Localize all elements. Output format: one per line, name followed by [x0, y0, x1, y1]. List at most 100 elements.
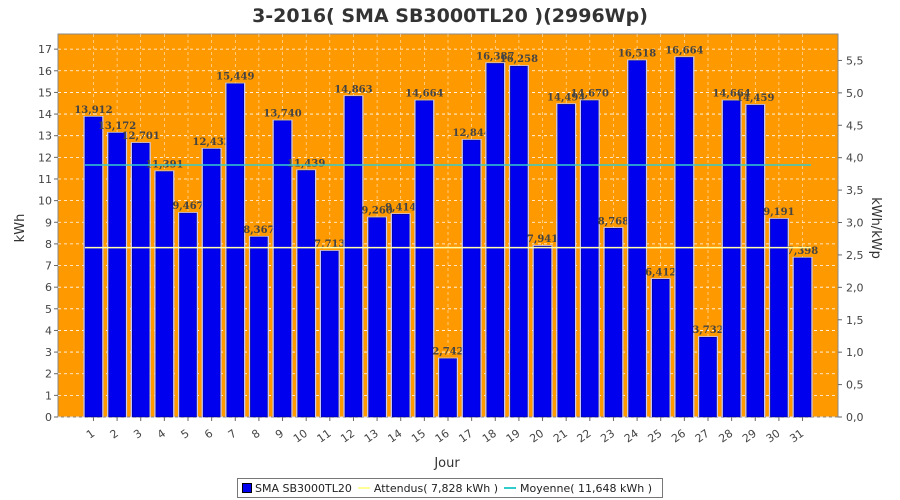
y-axis-label: kWh [13, 214, 28, 243]
x-tick-label: 4 [155, 427, 168, 442]
x-axis-label: Jour [433, 456, 460, 471]
y2-tick-label: 2,0 [846, 281, 864, 294]
x-tick-label: 14 [386, 427, 405, 446]
x-tick-label: 10 [291, 427, 310, 446]
x-tick-label: 23 [598, 427, 617, 446]
x-tick-label: 26 [669, 427, 688, 446]
x-tick-label: 18 [480, 427, 499, 446]
y2-tick-label: 4,0 [846, 152, 864, 165]
y-tick-label: 7 [45, 260, 52, 273]
x-tick-label: 11 [315, 427, 334, 446]
legend-swatch-production [242, 483, 252, 493]
y-tick-label: 6 [45, 281, 52, 294]
bar-value-label: 16,518 [618, 49, 656, 60]
bar-value-label: 13,740 [263, 109, 301, 120]
x-tick-label: 28 [716, 427, 735, 446]
bar-value-label: 7,713 [314, 239, 345, 250]
y-tick-label: 13 [38, 130, 52, 143]
bar-value-label: 14,664 [405, 89, 443, 100]
bar [699, 336, 717, 418]
bar-value-label: 2,742 [432, 347, 463, 358]
legend-swatch-attendus [357, 487, 370, 489]
x-tick-label: 29 [740, 427, 759, 446]
legend-label-production: SMA SB3000TL20 [255, 481, 352, 495]
bar-value-label: 14,459 [736, 93, 774, 104]
bar [462, 139, 481, 418]
y2-tick-label: 1,5 [846, 314, 864, 327]
x-tick-label: 2 [108, 427, 121, 442]
y-tick-label: 2 [45, 368, 52, 381]
x-tick-label: 9 [273, 427, 286, 442]
bar [131, 142, 150, 418]
y2-tick-label: 4,5 [846, 119, 864, 132]
bar [793, 257, 812, 418]
x-tick-label: 5 [179, 427, 192, 442]
y2-tick-label: 1,0 [846, 346, 864, 359]
y2-tick-label: 5,0 [846, 87, 864, 100]
bar [533, 245, 552, 418]
bar-value-label: 7,398 [787, 246, 818, 257]
x-tick-label: 27 [693, 427, 712, 446]
x-tick-label: 16 [433, 427, 452, 446]
bar [344, 96, 363, 418]
bar [155, 171, 174, 418]
bar [391, 214, 410, 418]
y2-axis-label: kWh/kWp [868, 197, 883, 259]
y-tick-label: 12 [38, 151, 52, 164]
y2-tick-label: 0,5 [846, 379, 864, 392]
bar [604, 228, 623, 418]
y-tick-label: 4 [45, 324, 52, 337]
x-tick-label: 12 [338, 427, 357, 446]
y-tick-label: 16 [38, 65, 52, 78]
x-tick-label: 6 [202, 427, 215, 442]
x-tick-label: 21 [551, 427, 570, 446]
x-tick-label: 13 [362, 427, 381, 446]
bar [746, 104, 765, 418]
bar [226, 83, 245, 418]
bar-value-label: 6,412 [645, 267, 676, 278]
bar-value-label: 9,467 [172, 201, 203, 212]
y-tick-label: 1 [45, 389, 52, 402]
legend-label-moyenne: Moyenne( 11,648 kWh ) [520, 481, 653, 495]
bar [486, 63, 505, 418]
y-tick-label: 3 [45, 346, 52, 359]
plot-area: 012345678910111213141516170,00,51,01,52,… [38, 33, 864, 446]
bar-value-label: 14,863 [334, 84, 372, 95]
x-tick-label: 24 [622, 427, 641, 446]
x-tick-label: 1 [84, 427, 97, 442]
legend-item-production: SMA SB3000TL20 [242, 482, 352, 495]
y2-tick-label: 2,5 [846, 249, 864, 262]
bar-value-label: 9,191 [763, 207, 794, 218]
bar [108, 132, 126, 418]
y-tick-label: 14 [38, 108, 52, 121]
y-tick-label: 0 [45, 411, 52, 424]
bar-value-label: 7,941 [527, 234, 558, 245]
bar-value-label: 15,449 [216, 72, 254, 83]
x-tick-label: 20 [527, 427, 546, 446]
bar-value-label: 16,387 [476, 51, 514, 62]
y2-tick-label: 3,5 [846, 184, 864, 197]
legend-swatch-moyenne [504, 487, 517, 489]
y-tick-label: 17 [38, 43, 52, 56]
bar-value-label: 13,172 [98, 121, 136, 132]
legend: SMA SB3000TL20 Attendus( 7,828 kWh ) Moy… [237, 478, 664, 498]
bar-value-label: 13,912 [74, 105, 112, 116]
bar [321, 250, 339, 418]
bar [628, 60, 646, 418]
y2-tick-label: 3,0 [846, 217, 864, 230]
bar-value-label: 16,664 [665, 45, 703, 56]
x-tick-label: 8 [249, 427, 262, 442]
x-tick-label: 3 [131, 427, 144, 442]
bar-value-label: 8,367 [243, 225, 274, 236]
bar [581, 100, 599, 418]
y2-tick-label: 5,5 [846, 54, 864, 67]
x-tick-label: 25 [646, 427, 665, 446]
bar [415, 100, 434, 418]
bar-value-label: 12,701 [122, 131, 160, 142]
bar-value-label: 9,260 [361, 206, 392, 217]
bar [179, 212, 197, 418]
bar [202, 148, 221, 418]
bar [770, 218, 788, 418]
bar [722, 100, 741, 418]
